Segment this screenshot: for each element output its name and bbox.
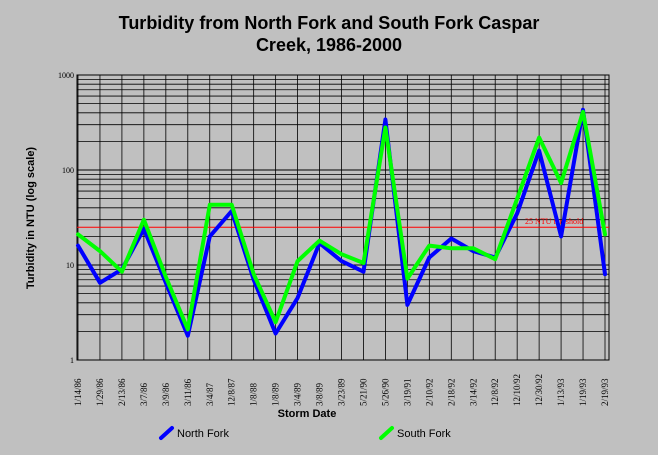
legend-swatch xyxy=(159,426,174,440)
x-tick-label: 12/8/92 xyxy=(490,378,500,406)
data-point xyxy=(516,197,518,200)
y-tick-labels: 1 10 100 1000 xyxy=(58,71,74,365)
legend-label: North Fork xyxy=(177,428,229,440)
data-point xyxy=(472,247,475,250)
x-axis-label: Storm Date xyxy=(278,408,337,420)
data-point xyxy=(428,244,431,247)
x-tick-label: 3/7/86 xyxy=(139,382,149,406)
chart-title-line1: Turbidity from North Fork and South Fork… xyxy=(118,13,540,33)
data-point xyxy=(472,250,475,252)
data-point xyxy=(362,270,365,273)
y-tick-label: 100 xyxy=(62,166,74,175)
x-tick-label: 3/14/92 xyxy=(468,378,478,406)
plot-area xyxy=(76,74,610,361)
data-point xyxy=(538,149,540,152)
x-tick-label: 3/11/86 xyxy=(183,378,193,406)
x-tick-label: 5/21/90 xyxy=(358,378,368,406)
x-tick-label: 12/30/92 xyxy=(534,374,544,406)
data-point xyxy=(208,204,211,206)
x-tick-label: 3/23/89 xyxy=(337,378,347,406)
data-point xyxy=(274,332,277,335)
data-point xyxy=(186,328,189,331)
x-tick-label: 2/13/86 xyxy=(117,378,127,406)
x-tick-label: 1/14/86 xyxy=(73,378,83,406)
data-point xyxy=(296,297,299,299)
data-point xyxy=(77,244,79,247)
data-point xyxy=(186,334,189,337)
data-point xyxy=(208,235,211,238)
data-point xyxy=(99,281,101,284)
y-tick-label: 1 xyxy=(70,356,74,365)
y-tick-label: 1000 xyxy=(58,71,74,80)
data-point xyxy=(77,233,79,236)
x-tick-label: 2/19/93 xyxy=(600,378,610,406)
data-point xyxy=(428,256,431,259)
x-tick-label: 1/8/88 xyxy=(249,382,259,406)
data-point xyxy=(318,239,321,242)
data-point xyxy=(406,304,409,306)
data-point xyxy=(560,182,562,184)
x-tick-label: 3/19/91 xyxy=(402,378,412,406)
data-point xyxy=(582,110,584,113)
x-tick-label: 1/29/86 xyxy=(95,378,105,406)
data-point xyxy=(121,270,123,273)
chart-title: Turbidity from North Fork and South Fork… xyxy=(0,12,658,56)
data-point xyxy=(450,247,453,250)
data-point xyxy=(230,204,233,206)
x-tick-label: 3/4/87 xyxy=(205,382,215,406)
legend-swatch xyxy=(379,426,394,440)
x-tick-label: 5/26/90 xyxy=(380,378,390,406)
data-point xyxy=(450,237,453,240)
data-point xyxy=(494,258,497,261)
data-point xyxy=(384,126,387,129)
y-axis-label: Turbidity in NTU (log scale) xyxy=(25,147,37,290)
chart-title-line2: Creek, 1986-2000 xyxy=(255,35,403,55)
threshold-layer: 25 NTU threshold xyxy=(77,217,609,228)
x-tick-label: 12/8/87 xyxy=(227,378,237,406)
data-point xyxy=(340,253,343,255)
x-tick-label: 12/10/92 xyxy=(512,374,522,406)
x-tick-labels: 1/14/86 1/29/86 2/13/86 3/7/86 3/9/86 3/11/86… xyxy=(73,374,610,406)
x-tick-label: 3/8/89 xyxy=(315,382,325,406)
data-point xyxy=(274,321,277,323)
data-point xyxy=(252,273,255,276)
threshold-label: 25 NTU threshold xyxy=(525,217,583,226)
data-point xyxy=(296,260,299,262)
data-point xyxy=(384,118,387,121)
data-point xyxy=(143,228,145,230)
x-tick-label: 3/9/86 xyxy=(161,382,171,406)
data-point xyxy=(516,212,518,215)
data-point xyxy=(406,277,409,280)
data-point xyxy=(604,233,606,236)
data-point xyxy=(165,276,167,278)
data-point xyxy=(362,262,365,264)
y-tick-label: 10 xyxy=(66,261,74,270)
data-point xyxy=(143,218,145,221)
data-point xyxy=(538,136,540,139)
legend-label: South Fork xyxy=(397,428,451,440)
x-tick-label: 1/13/93 xyxy=(556,378,566,406)
gridlines xyxy=(77,75,609,360)
data-point xyxy=(99,250,101,252)
data-point xyxy=(604,273,606,276)
data-point xyxy=(560,235,562,238)
x-tick-label: 3/4/89 xyxy=(293,382,303,406)
x-tick-label: 2/18/92 xyxy=(446,378,456,406)
x-tick-label: 2/10/92 xyxy=(424,378,434,406)
legend: North Fork South Fork xyxy=(159,426,451,440)
series-layer xyxy=(76,107,607,338)
data-point xyxy=(340,260,343,262)
x-tick-label: 1/19/93 xyxy=(578,378,588,406)
x-tick-label: 1/8/89 xyxy=(271,382,281,406)
